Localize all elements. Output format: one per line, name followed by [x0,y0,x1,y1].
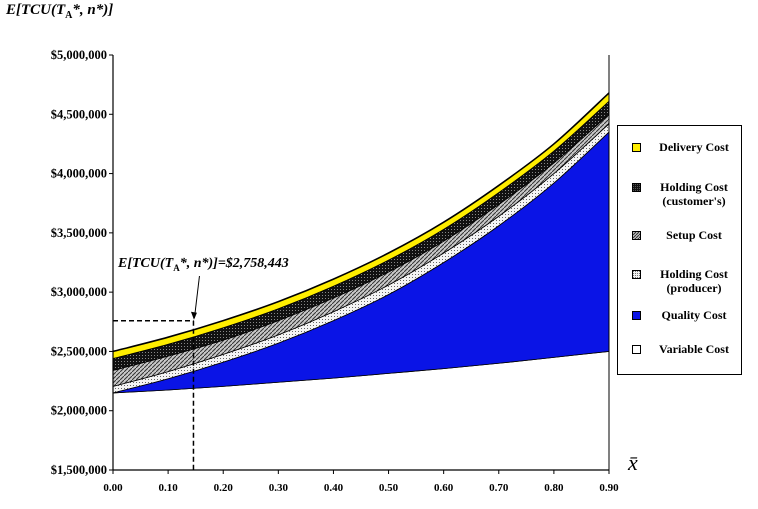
y-tick-label: $4,500,000 [51,107,107,121]
legend-label-line: Setup Cost [666,228,722,242]
legend-label-line: (producer) [666,281,722,295]
y-tick-label: $2,000,000 [51,404,107,418]
legend-label: Delivery Cost [648,140,740,154]
legend-swatch [632,143,641,152]
y-tick-label: $5,000,000 [51,48,107,62]
legend-swatch [632,231,641,240]
x-tick-label: 0.90 [599,482,619,494]
x-axis-title: x̄ [628,450,638,475]
x-tick-label: 0.00 [103,482,123,494]
legend-swatch [632,345,641,354]
legend-label-line: (customer's) [662,194,726,208]
annotation-arrow-line [193,275,200,318]
x-tick-label: 0.60 [434,482,454,494]
legend-label: Variable Cost [648,342,740,356]
chart-legend: Delivery Cost Holding Cost (customer's) Set… [617,125,742,375]
y-tick-label: $1,500,000 [51,463,107,477]
optimal-cost-annotation: E[TCU(TA*, n*)]=$2,758,443 [118,256,289,273]
legend-label-line: Quality Cost [661,308,727,322]
y-tick-label: $2,500,000 [51,344,107,358]
y-tick-label: $3,500,000 [51,226,107,240]
chart-annotation-lines [113,275,200,470]
legend-swatch [632,270,641,279]
legend-swatch [632,183,641,192]
legend-label: Setup Cost [648,228,740,242]
total-cost-line [112,92,610,353]
legend-label: Holding Cost (customer's) [648,180,740,208]
x-tick-label: 0.30 [269,482,289,494]
y-tick-label: $3,000,000 [51,285,107,299]
legend-label-line: Holding Cost [660,267,728,281]
chart-areas [112,92,610,471]
chart-axes [112,55,610,471]
legend-label: Quality Cost [648,308,740,322]
legend-label-line: Delivery Cost [659,140,729,154]
y-axis-title: E[TCU(TA*, n*)] [6,2,114,21]
x-tick-label: 0.10 [158,482,178,494]
legend-label-line: Variable Cost [659,342,729,356]
legend-label-line: Holding Cost [660,180,728,194]
legend-label: Holding Cost (producer) [648,267,740,295]
annotation-arrow-head [190,311,197,320]
x-tick-label: 0.20 [214,482,234,494]
x-tick-label: 0.80 [544,482,564,494]
legend-swatch [632,311,641,320]
x-tick-label: 0.70 [489,482,509,494]
x-tick-label: 0.40 [324,482,344,494]
y-tick-label: $4,000,000 [51,167,107,181]
x-tick-label: 0.50 [379,482,399,494]
chart-ticks: $1,500,000 $2,000,000 $2,500,000 $3,000,000… [51,48,619,494]
